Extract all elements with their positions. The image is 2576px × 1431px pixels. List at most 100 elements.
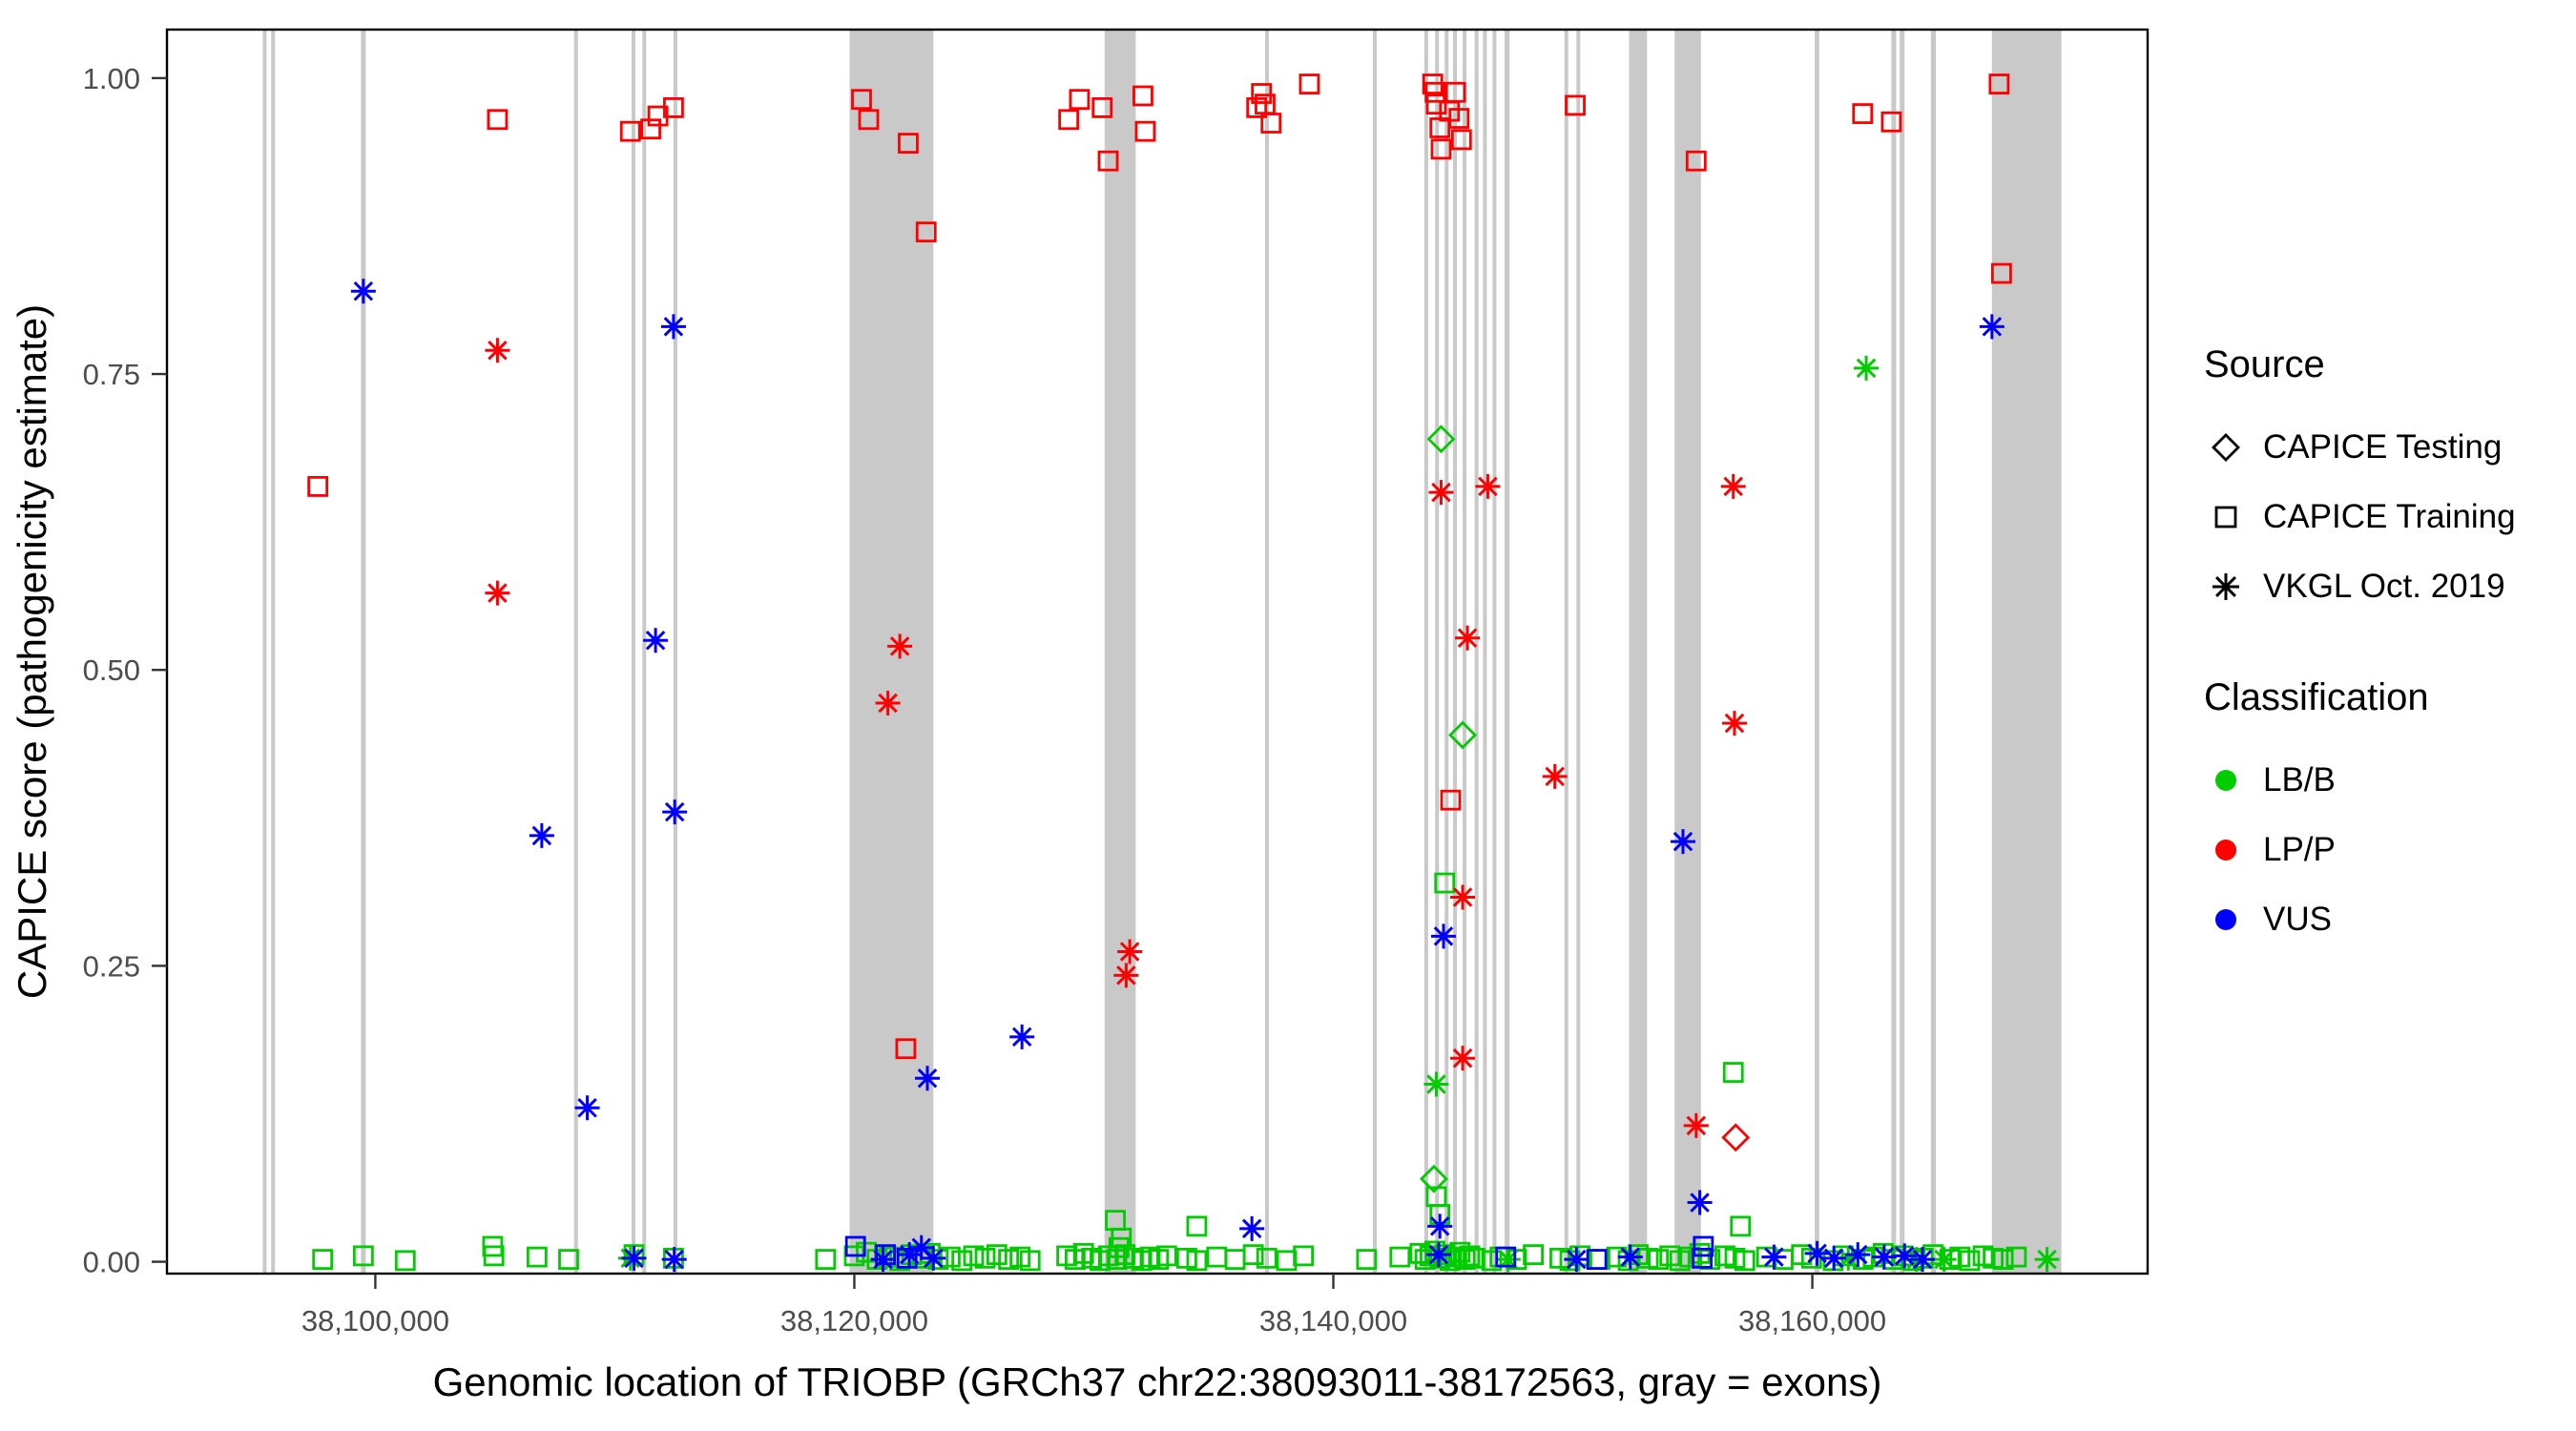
exon-band bbox=[1815, 30, 1819, 1274]
data-point bbox=[1931, 1247, 1957, 1273]
data-point bbox=[1440, 789, 1462, 811]
data-point bbox=[621, 1245, 647, 1271]
data-point bbox=[1804, 1240, 1830, 1266]
y-axis-title: CAPICE score (pathogenicity estimate) bbox=[10, 304, 54, 999]
data-point bbox=[1722, 1062, 1744, 1083]
data-point bbox=[529, 822, 554, 848]
data-point bbox=[2005, 1246, 2027, 1268]
data-point bbox=[574, 1095, 600, 1121]
data-point bbox=[921, 1245, 946, 1271]
vus-dot-icon bbox=[2204, 898, 2248, 942]
data-point bbox=[1721, 711, 1747, 736]
data-point bbox=[1693, 1235, 1714, 1257]
data-point bbox=[1564, 1247, 1589, 1273]
legend-item-label: LP/P bbox=[2263, 830, 2336, 868]
data-point bbox=[1821, 1245, 1847, 1271]
data-point bbox=[1293, 1245, 1315, 1267]
exon-band bbox=[1576, 30, 1581, 1274]
data-point bbox=[1455, 625, 1481, 651]
exon-band bbox=[1104, 30, 1136, 1274]
data-point bbox=[1069, 89, 1091, 111]
exon-band bbox=[1474, 30, 1479, 1274]
data-point bbox=[1108, 1236, 1130, 1258]
data-point bbox=[643, 628, 669, 653]
x-tick-label: 38,160,000 bbox=[1738, 1304, 1886, 1338]
data-point bbox=[1836, 1245, 1861, 1271]
data-point bbox=[1186, 1250, 1208, 1272]
exon-band bbox=[1504, 30, 1510, 1274]
data-point bbox=[963, 1245, 985, 1267]
data-point bbox=[1113, 963, 1139, 988]
data-point bbox=[1239, 1215, 1265, 1241]
data-point bbox=[1523, 1244, 1545, 1266]
exon-band bbox=[1891, 30, 1897, 1274]
legend-item-vus: VUS bbox=[2204, 884, 2516, 954]
exon-band bbox=[1423, 30, 1428, 1274]
data-point bbox=[1892, 1243, 1918, 1269]
exon-band bbox=[1444, 30, 1449, 1274]
data-point bbox=[1586, 1249, 1608, 1271]
exon-band bbox=[1483, 30, 1487, 1274]
data-point bbox=[640, 118, 661, 140]
legend-source-title: Source bbox=[2204, 343, 2325, 385]
data-point bbox=[487, 109, 509, 131]
legend-item-vkgl: VKGL Oct. 2019 bbox=[2204, 551, 2516, 621]
data-point bbox=[1648, 1249, 1670, 1271]
exon-band bbox=[1900, 30, 1905, 1274]
data-point bbox=[1852, 103, 1874, 124]
legend-item-label: CAPICE Testing bbox=[2263, 427, 2503, 466]
x-tick-label: 38,100,000 bbox=[301, 1304, 449, 1338]
data-point bbox=[1687, 1190, 1713, 1215]
legend-item-label: LB/B bbox=[2263, 760, 2336, 798]
data-point bbox=[1871, 1244, 1897, 1270]
exon-band bbox=[1463, 30, 1467, 1274]
data-point bbox=[312, 1249, 334, 1271]
data-point bbox=[1009, 1024, 1035, 1049]
data-point bbox=[1134, 120, 1156, 142]
exon-band bbox=[1674, 30, 1701, 1274]
data-point bbox=[1298, 73, 1320, 94]
data-point bbox=[2034, 1247, 2060, 1273]
data-point bbox=[1117, 939, 1143, 964]
exon-band bbox=[361, 30, 366, 1274]
data-point bbox=[1450, 884, 1476, 910]
data-point bbox=[1683, 1112, 1709, 1138]
data-point bbox=[1251, 83, 1273, 104]
exon-band bbox=[642, 30, 647, 1274]
data-point bbox=[1058, 109, 1080, 131]
data-point bbox=[1721, 1123, 1751, 1152]
exon-band bbox=[262, 30, 267, 1274]
square-icon bbox=[2204, 495, 2248, 539]
legend-item-capice-testing: CAPICE Testing bbox=[2204, 412, 2516, 482]
data-point bbox=[1450, 129, 1472, 151]
data-point bbox=[660, 314, 686, 340]
data-point bbox=[1424, 81, 1446, 103]
data-point bbox=[851, 89, 872, 111]
data-point bbox=[350, 279, 376, 304]
data-point bbox=[619, 120, 641, 142]
data-point bbox=[485, 580, 510, 606]
data-point bbox=[1132, 85, 1153, 107]
data-point bbox=[898, 133, 919, 155]
data-point bbox=[998, 1249, 1020, 1271]
data-point bbox=[526, 1246, 548, 1268]
data-point bbox=[875, 1244, 896, 1266]
data-point bbox=[1990, 262, 2012, 284]
data-point bbox=[1922, 1244, 1943, 1266]
data-point bbox=[1448, 720, 1478, 750]
legend: Source CAPICE Testing CAPICE Training bbox=[2204, 342, 2516, 954]
exon-band bbox=[849, 30, 934, 1274]
x-tick-label: 38,120,000 bbox=[780, 1304, 928, 1338]
data-point bbox=[307, 476, 329, 497]
data-point bbox=[1845, 1242, 1871, 1268]
data-point bbox=[870, 1247, 896, 1273]
data-point bbox=[1448, 108, 1470, 129]
exon-band bbox=[1264, 30, 1269, 1274]
data-point bbox=[1565, 94, 1586, 116]
data-point bbox=[815, 1249, 837, 1271]
exon-band bbox=[1930, 30, 1937, 1274]
data-point bbox=[662, 799, 688, 825]
data-point bbox=[1761, 1244, 1787, 1270]
